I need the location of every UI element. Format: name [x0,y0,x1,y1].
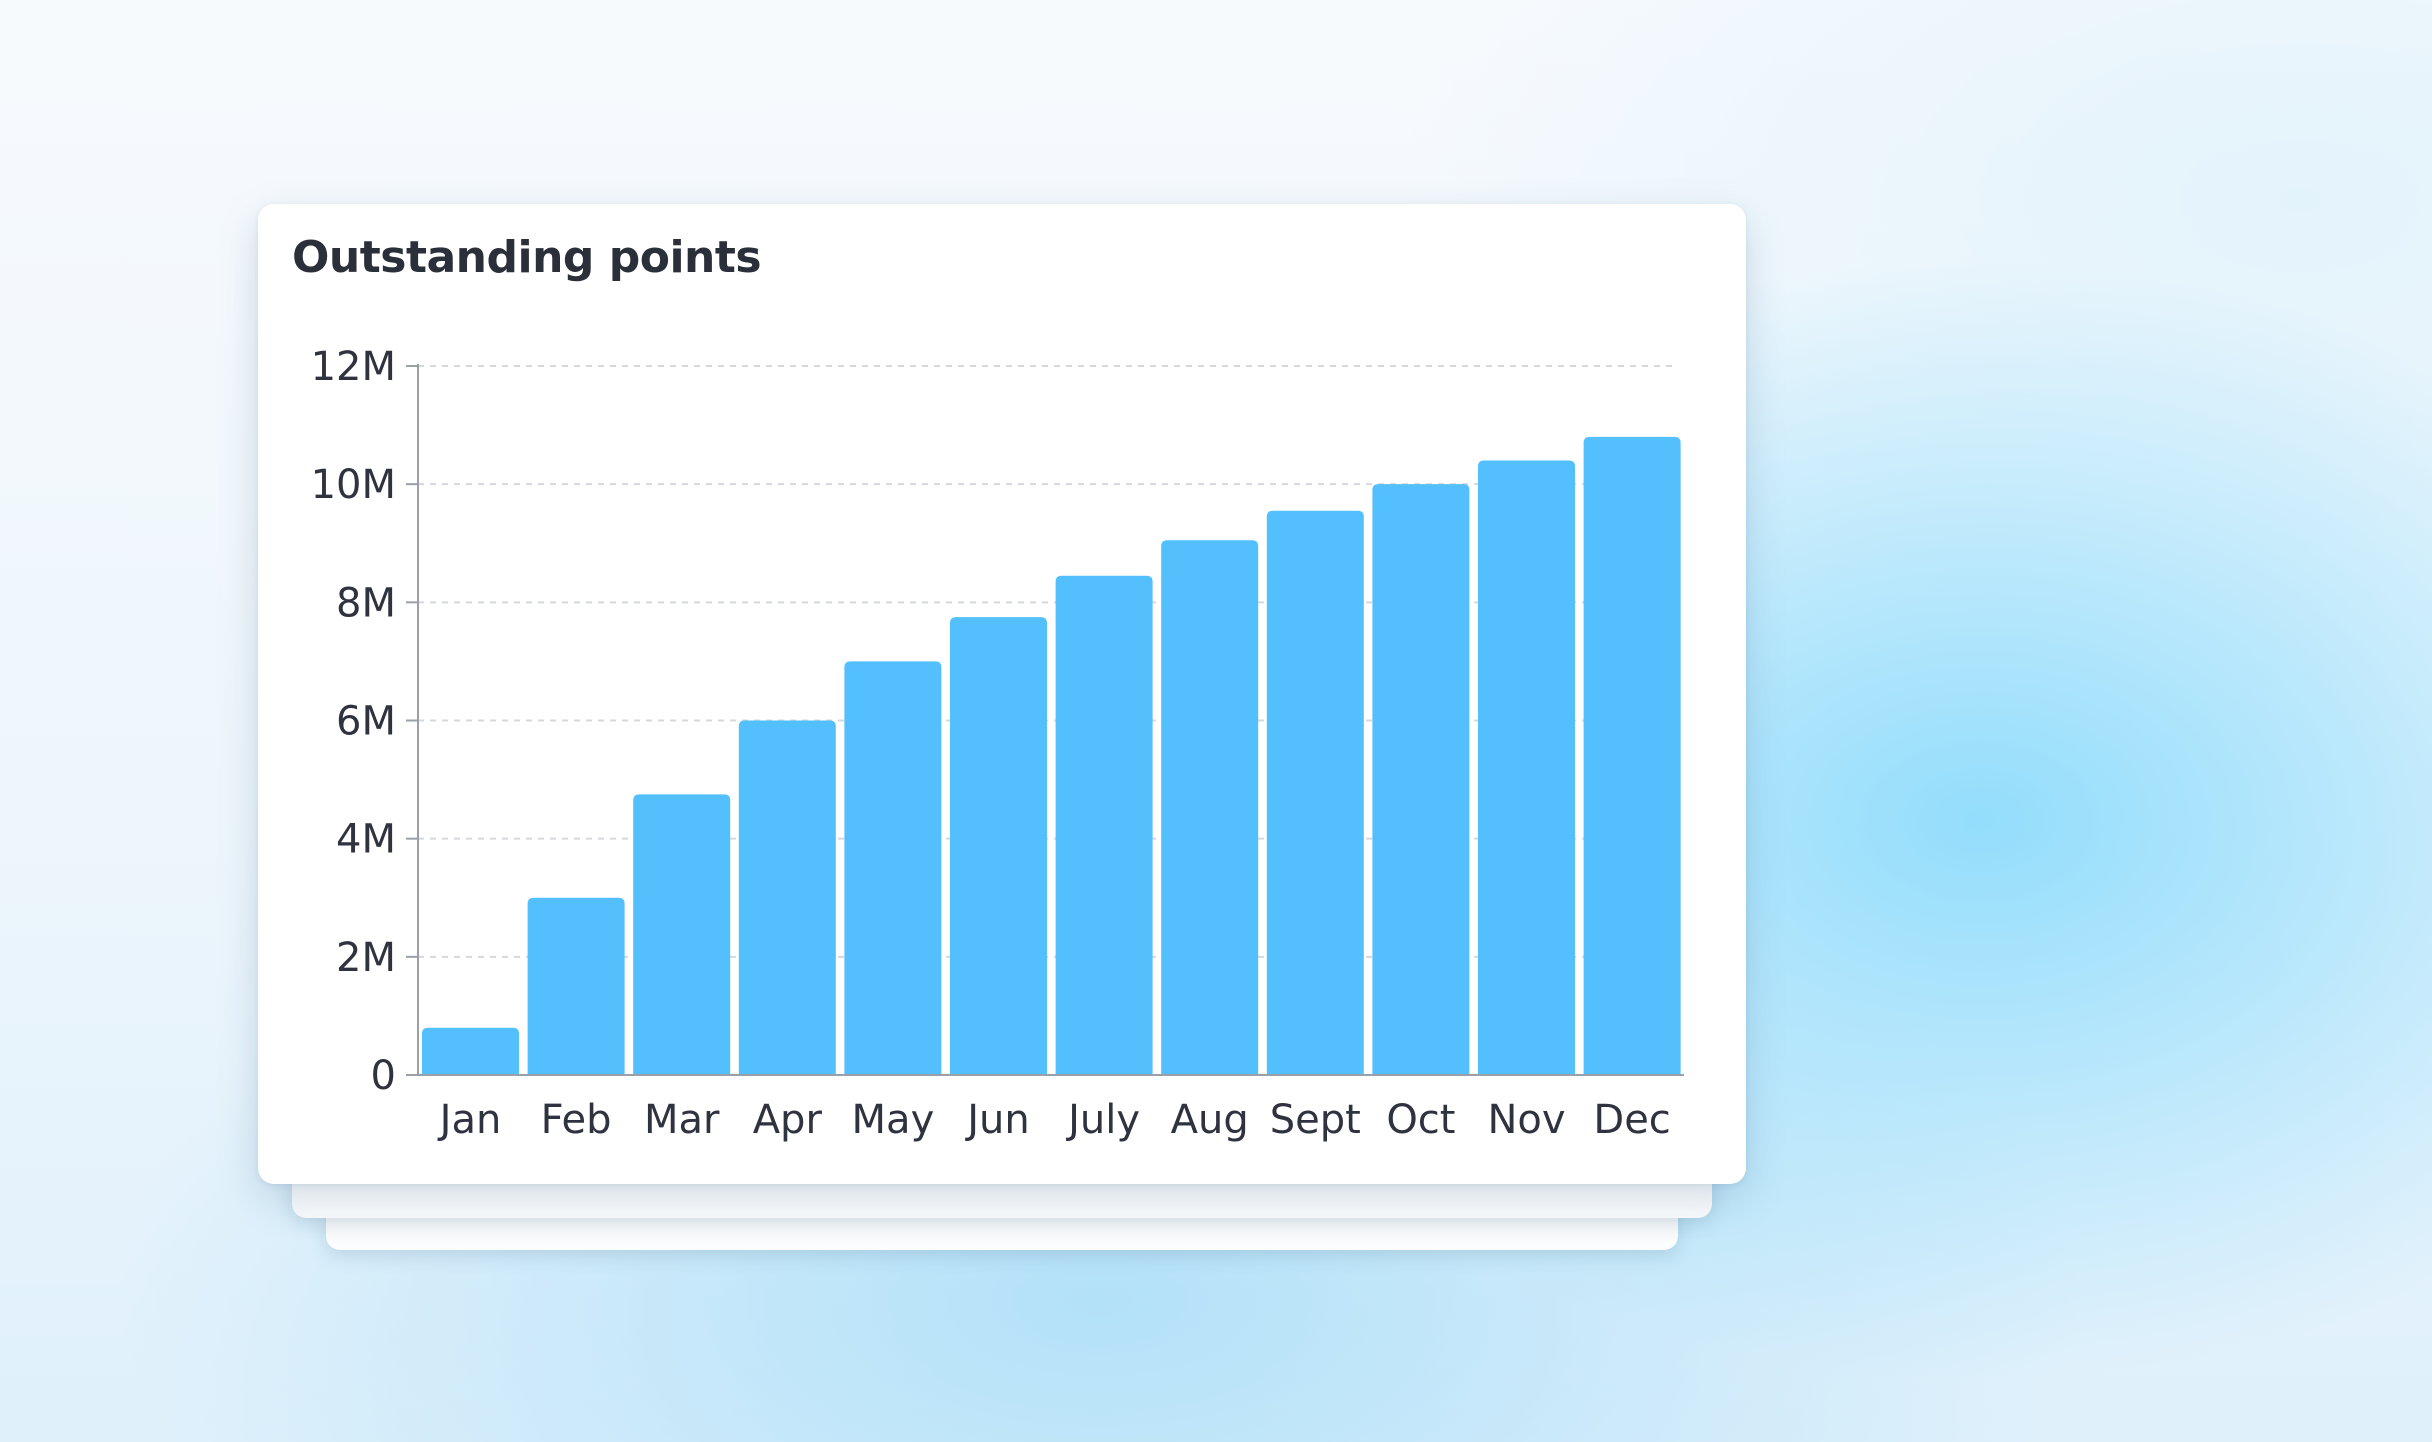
y-tick-label: 2M [336,935,396,981]
x-tick-label: Mar [644,1097,720,1143]
x-tick-label: Jan [437,1097,502,1143]
bar-mar [633,794,731,1075]
bar-chart: 0 2M 4M 6M 8M 10M 12M Jan Feb Mar Apr May Jun July Aug… [311,344,1684,1143]
x-tick-label: Dec [1593,1097,1670,1143]
tick-labels: 0 2M 4M 6M 8M 10M 12M Jan Feb Mar Apr May Jun July Aug… [311,344,1671,1143]
y-tick-label: 6M [336,699,396,745]
y-tick-label: 10M [311,462,396,508]
bar-dec [1583,436,1681,1075]
x-tick-label: July [1065,1097,1140,1143]
x-tick-label: Oct [1386,1097,1455,1143]
x-tick-label: Sept [1270,1097,1361,1143]
bar-sept [1266,510,1364,1076]
bar-july [1055,575,1153,1075]
x-tick-label: Jun [964,1097,1030,1143]
y-tick-label: 4M [336,817,396,863]
x-tick-label: Feb [541,1097,612,1143]
x-tick-label: Aug [1171,1097,1249,1143]
bar-feb [527,897,625,1075]
y-tick-label: 0 [371,1053,396,1099]
chart-title: Outstanding points [292,232,762,283]
x-tick-label: May [852,1097,935,1143]
axes [406,364,1684,1076]
y-tick-label: 12M [311,344,396,390]
bar-jan [422,1027,519,1075]
x-tick-label: Apr [753,1097,823,1143]
y-tick-label: 8M [336,580,396,626]
bar-apr [738,720,836,1075]
bar-oct [1372,484,1470,1076]
bars [422,436,1681,1076]
bar-aug [1161,540,1259,1075]
x-tick-label: Nov [1487,1097,1565,1143]
bar-nov [1478,460,1575,1075]
bar-may [844,661,942,1075]
chart-card: Outstanding points 0 2M 4M 6M 8M 10M 12M Jan Feb… [258,204,1746,1184]
bar-jun [950,617,1047,1075]
